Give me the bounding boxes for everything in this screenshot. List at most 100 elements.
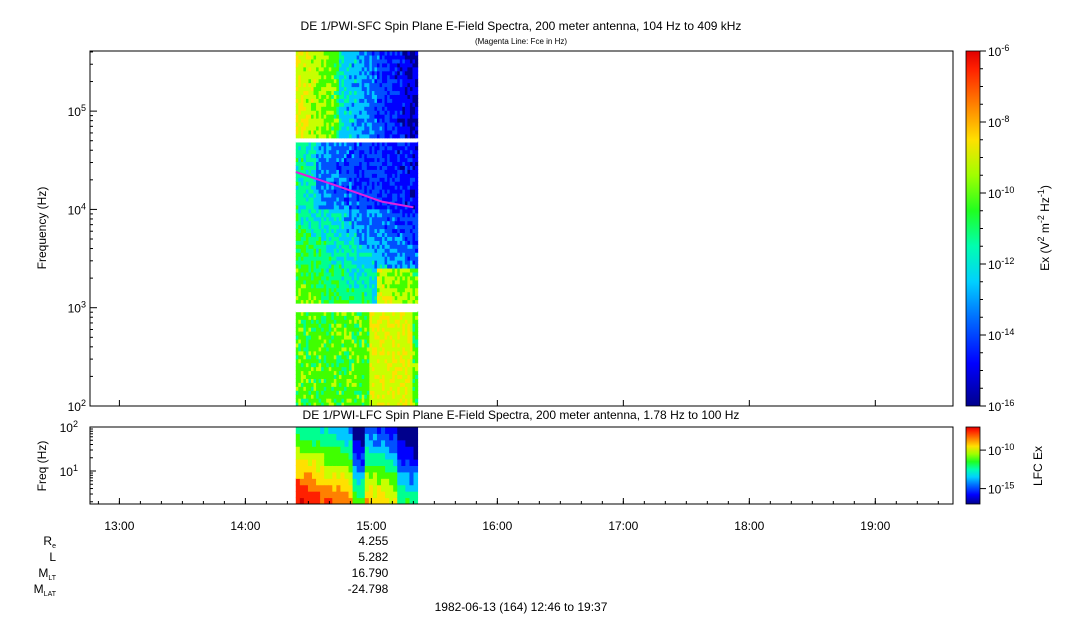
spectrogram-cell	[313, 252, 317, 257]
spectrogram-cell	[305, 74, 310, 80]
spectrogram-cell	[361, 169, 365, 174]
spectrogram-cell	[336, 122, 340, 127]
spectrogram-cell	[389, 122, 393, 127]
spectrogram-cell	[300, 354, 304, 360]
spectrogram-cell	[298, 374, 302, 379]
spectrogram-cell	[326, 106, 330, 111]
spectrogram-cell	[409, 478, 414, 486]
spectrogram-cell	[349, 145, 353, 151]
spectrogram-cell	[356, 129, 360, 135]
spectrogram-cell	[399, 185, 403, 190]
spectrogram-cell	[346, 358, 350, 364]
spectrogram-cell	[394, 267, 398, 273]
spectrogram-cell	[343, 228, 348, 234]
spectrogram-cell	[332, 491, 337, 499]
spectrogram-cell	[341, 382, 345, 387]
spectrogram-cell	[341, 82, 345, 88]
spectrogram-cell	[305, 264, 310, 269]
spectrogram-cell	[397, 327, 401, 332]
spectrogram-cell	[338, 267, 343, 273]
spectrogram-cell	[338, 54, 343, 60]
spectrogram-cell	[338, 271, 343, 277]
colorbar-tick-label: 10-10	[988, 442, 1014, 458]
spectrogram-cell	[332, 484, 337, 492]
spectrogram-cell	[338, 189, 343, 194]
spectrogram-cell	[305, 382, 310, 387]
spectrogram-cell	[295, 157, 299, 163]
spectrogram-cell	[392, 102, 396, 107]
spectrogram-cell	[316, 299, 320, 305]
spectrogram-cell	[356, 196, 360, 202]
spectrogram-cell	[354, 382, 358, 387]
spectrogram-cell	[359, 157, 363, 163]
spectrogram-cell	[407, 390, 411, 395]
spectrogram-cell	[376, 90, 381, 95]
spectrogram-cell	[387, 287, 391, 293]
spectrogram-cell	[407, 374, 411, 379]
spectrogram-cell	[303, 484, 309, 492]
spectrogram-cell	[340, 427, 345, 434]
spectrogram-cell	[346, 335, 350, 340]
spectrogram-cell	[369, 94, 373, 99]
spectrogram-cell	[341, 51, 345, 56]
spectrogram-cell	[338, 98, 343, 103]
spectrogram-cell	[361, 94, 365, 99]
spectrogram-cell	[298, 319, 302, 324]
spectrogram-cell	[369, 122, 373, 127]
spectrogram-cell	[352, 446, 358, 454]
spectrogram-cell	[328, 110, 332, 115]
spectrogram-cell	[361, 252, 365, 257]
spectrogram-cell	[382, 354, 386, 360]
spectrogram-cell	[338, 350, 343, 356]
spectrogram-cell	[399, 177, 403, 182]
spectrogram-cell	[298, 106, 302, 111]
spectrogram-cell	[389, 471, 394, 479]
spectrogram-cell	[295, 267, 299, 273]
spectrogram-cell	[351, 256, 355, 261]
spectrogram-cell	[352, 478, 358, 486]
spectrogram-cell	[323, 350, 327, 356]
spectrogram-cell	[338, 165, 343, 170]
spectrogram-cell	[331, 129, 335, 135]
spectrogram-cell	[364, 204, 368, 210]
spectrogram-cell	[366, 267, 370, 273]
spectrogram-cell	[384, 378, 388, 383]
spectrogram-cell	[379, 165, 383, 170]
spectrogram-cell	[338, 78, 343, 84]
spectrogram-cell	[326, 323, 330, 328]
spectrogram-cell	[407, 315, 411, 320]
spectrogram-cell	[415, 370, 419, 376]
spectrogram-cell	[361, 346, 365, 352]
spectrogram-cell	[323, 216, 327, 222]
spectrogram-cell	[336, 54, 340, 60]
spectrogram-cell	[356, 291, 360, 297]
spectrogram-cell	[341, 402, 345, 406]
spectrogram-cell	[351, 264, 355, 269]
spectrogram-cell	[298, 338, 302, 344]
spectrogram-cell	[392, 287, 396, 293]
spectrogram-cell	[407, 224, 411, 230]
spectrogram-cell	[298, 366, 302, 372]
spectrogram-cell	[348, 497, 354, 504]
data-gap	[295, 139, 418, 143]
spectrogram-cell	[379, 51, 383, 56]
spectrogram-cell	[349, 185, 353, 190]
spectrogram-cell	[308, 319, 312, 324]
spectrogram-cell	[359, 189, 363, 194]
spectrogram-cell	[351, 216, 355, 222]
spectrogram-cell	[394, 161, 398, 166]
spectrogram-cell	[359, 66, 363, 72]
spectrogram-cell	[397, 149, 401, 155]
spectrogram-cell	[371, 362, 376, 368]
spectrogram-cell	[354, 232, 358, 237]
spectrogram-cell	[413, 471, 419, 479]
spectrogram-cell	[407, 118, 411, 123]
spectrogram-cell	[313, 216, 317, 222]
spectrogram-cell	[298, 110, 302, 115]
spectrogram-cell	[328, 149, 332, 155]
spectrogram-cell	[346, 267, 350, 273]
spectrogram-cell	[407, 110, 411, 115]
spectrogram-cell	[389, 394, 393, 399]
spectrogram-cell	[392, 335, 396, 340]
spectrogram-cell	[392, 315, 396, 320]
